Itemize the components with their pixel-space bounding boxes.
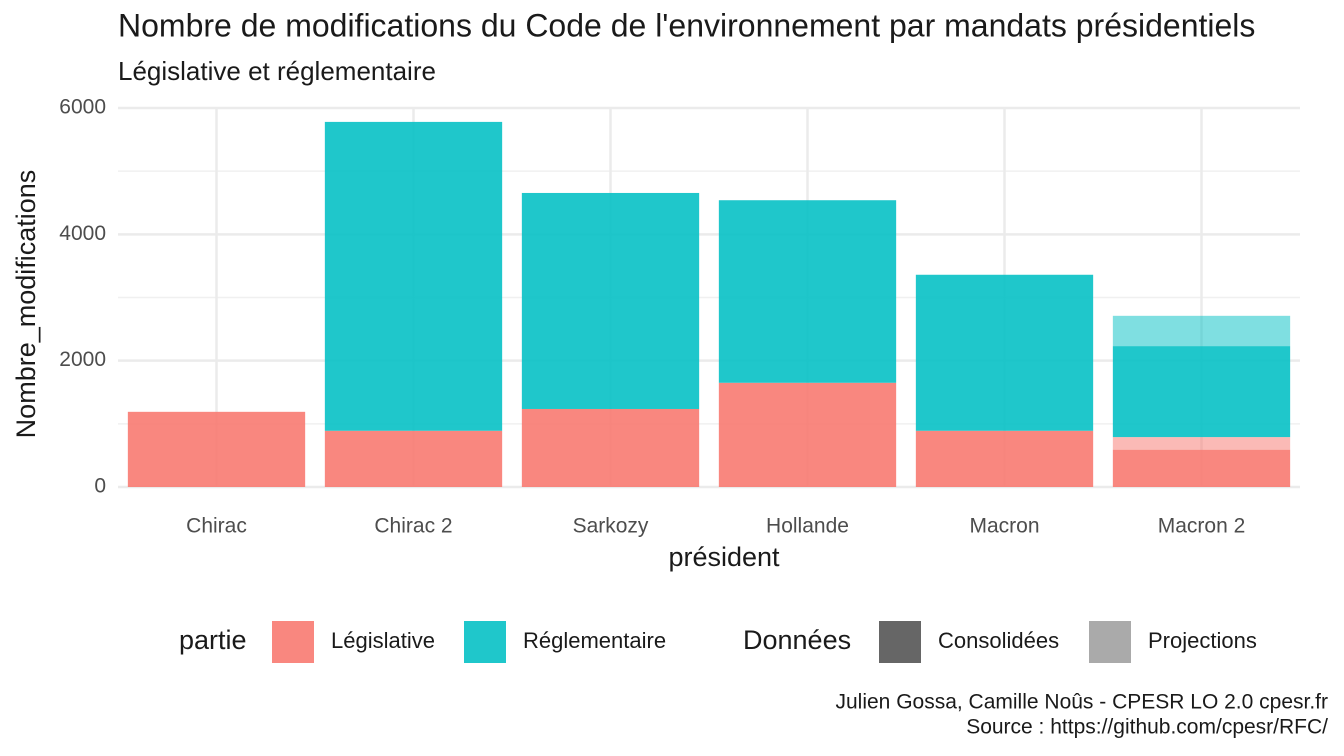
bar-segment [324,430,503,487]
chart-subtitle: Législative et réglementaire [118,56,436,86]
x-tick-label: Sarkozy [573,515,649,538]
legend-label: Consolidées [938,628,1059,653]
x-tick-label: Chirac [186,515,247,538]
y-axis-title: Nombre_modifications [11,170,41,439]
bar-segment [718,200,897,383]
x-axis-title: président [668,542,780,572]
x-tick-label: Macron [969,515,1039,538]
legend-title: Données [743,625,851,655]
x-tick-label: Hollande [766,515,849,538]
legend-title: partie [179,625,247,655]
legend-swatch [879,621,921,663]
legend-swatch [464,621,506,663]
y-tick-label: 6000 [59,96,106,119]
bar-segment [521,408,700,487]
y-tick-label: 4000 [59,222,106,245]
bar-segment [915,274,1094,431]
caption: Source : https://github.com/cpesr/RFC/ [966,716,1328,739]
x-tick-label: Chirac 2 [374,515,452,538]
bar-segment [915,430,1094,487]
legend-label: Réglementaire [523,628,666,653]
bar-segment [324,121,503,431]
bar-segment [1112,346,1291,438]
legend-swatch [1089,621,1131,663]
x-tick-label: Macron 2 [1158,515,1246,538]
bar-segment [1112,437,1291,450]
y-tick-label: 2000 [59,348,106,371]
bar-segment [1112,315,1291,347]
bar-segment [521,192,700,409]
chart-title: Nombre de modifications du Code de l'env… [118,7,1255,43]
bar-segment [718,382,897,487]
caption: Julien Gossa, Camille Noûs - CPESR LO 2.… [835,691,1328,714]
y-tick-label: 0 [94,475,106,498]
bar-segment [1112,449,1291,487]
legend-swatch [272,621,314,663]
bar-segment [127,411,306,487]
legend-label: Projections [1148,628,1257,653]
legend-label: Législative [331,628,435,653]
